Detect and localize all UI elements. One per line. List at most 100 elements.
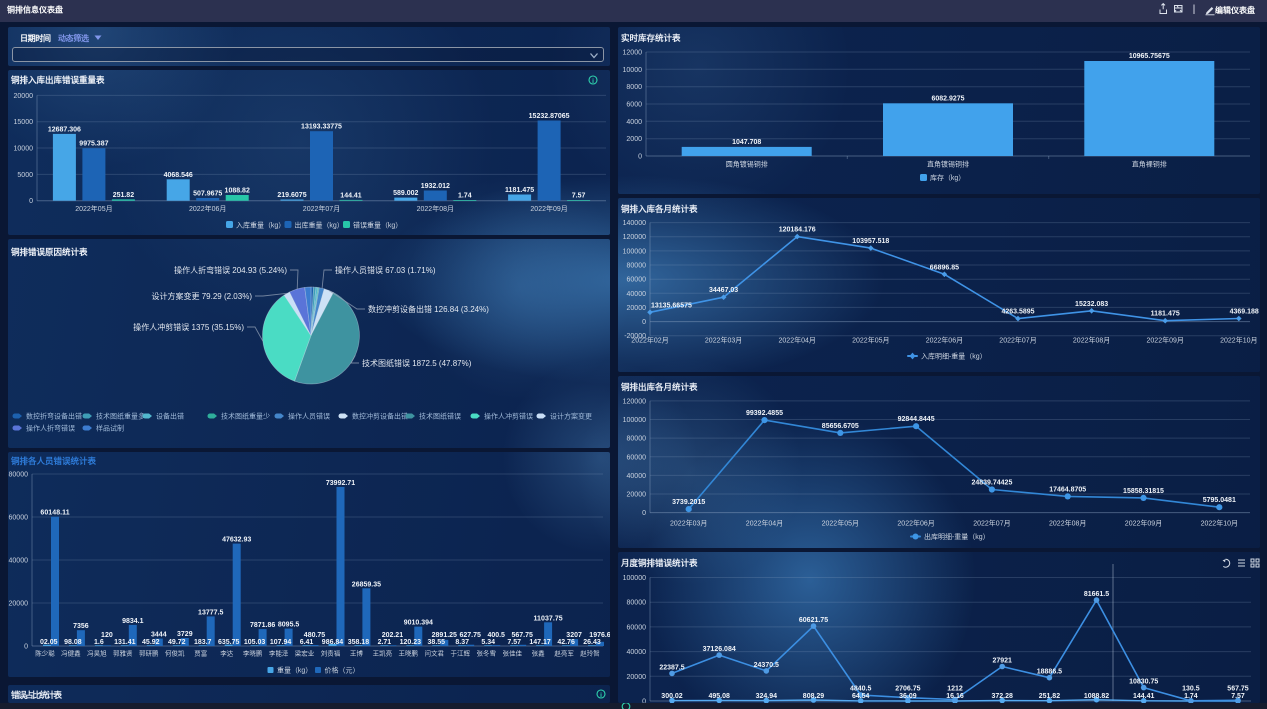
svg-text:铜排出库各月统计表: 铜排出库各月统计表 <box>621 382 698 392</box>
svg-text:陈少聪: 陈少聪 <box>35 648 55 657</box>
svg-text:400.5: 400.5 <box>487 632 505 639</box>
svg-text:36.09: 36.09 <box>899 693 917 700</box>
svg-text:324.94: 324.94 <box>756 693 777 700</box>
svg-text:2022年06月: 2022年06月 <box>897 519 934 528</box>
svg-text:8000: 8000 <box>626 84 642 91</box>
svg-text:147.17: 147.17 <box>529 639 550 646</box>
svg-text:107.94: 107.94 <box>270 639 291 646</box>
svg-text:设备出错: 设备出错 <box>156 412 184 421</box>
svg-text:铜排信息仪表盘: 铜排信息仪表盘 <box>7 5 63 15</box>
svg-text:567.75: 567.75 <box>1227 686 1248 693</box>
svg-text:7.57: 7.57 <box>572 193 586 200</box>
svg-text:20000: 20000 <box>627 305 647 312</box>
svg-text:王凯亮: 王凯亮 <box>373 648 393 657</box>
svg-text:重量（kg）: 重量（kg） <box>277 667 312 675</box>
svg-text:数控冲剪设备出错 126.84 (3.24%): 数控冲剪设备出错 126.84 (3.24%) <box>368 304 489 314</box>
svg-text:1.6: 1.6 <box>94 639 104 646</box>
svg-text:60621.75: 60621.75 <box>799 617 828 624</box>
svg-text:i: i <box>592 78 594 85</box>
svg-text:操作人员错误: 操作人员错误 <box>288 412 330 421</box>
svg-text:实时库存统计表: 实时库存统计表 <box>621 33 681 43</box>
svg-text:直角镀锡铜排: 直角镀锡铜排 <box>927 160 969 169</box>
svg-text:120000: 120000 <box>623 398 646 405</box>
svg-text:2022年07月: 2022年07月 <box>303 204 340 213</box>
svg-text:22387.5: 22387.5 <box>659 664 684 671</box>
svg-text:3207: 3207 <box>566 632 582 639</box>
svg-text:价格（元）: 价格（元） <box>325 666 360 675</box>
svg-text:7.57: 7.57 <box>507 639 521 646</box>
svg-text:15858.31815: 15858.31815 <box>1123 488 1164 495</box>
svg-text:技术图纸错误: 技术图纸错误 <box>419 412 461 421</box>
svg-text:20000: 20000 <box>627 674 647 681</box>
svg-text:13135.66575: 13135.66575 <box>651 302 692 309</box>
svg-text:i: i <box>600 692 602 699</box>
svg-text:20000: 20000 <box>9 601 29 608</box>
svg-text:10830.75: 10830.75 <box>1129 679 1158 686</box>
svg-text:贾富: 贾富 <box>194 648 207 657</box>
svg-text:0: 0 <box>24 644 28 651</box>
svg-text:库存（kg）: 库存（kg） <box>930 173 965 182</box>
svg-text:入库明细-重量（kg）: 入库明细-重量（kg） <box>921 352 987 361</box>
svg-text:铜排各人员错误统计表: 铜排各人员错误统计表 <box>11 456 96 466</box>
svg-text:直角裸铜排: 直角裸铜排 <box>1132 160 1167 169</box>
svg-text:1212: 1212 <box>947 686 963 693</box>
svg-text:85656.6705: 85656.6705 <box>822 423 859 430</box>
svg-text:0: 0 <box>642 319 646 326</box>
svg-text:赵亮军: 赵亮军 <box>554 648 574 657</box>
svg-text:40000: 40000 <box>627 649 647 656</box>
svg-text:张鑫: 张鑫 <box>532 648 546 657</box>
svg-text:24839.74425: 24839.74425 <box>971 480 1012 487</box>
svg-text:2022年03月: 2022年03月 <box>670 519 707 528</box>
svg-text:动态筛选: 动态筛选 <box>58 33 89 43</box>
svg-text:1181.475: 1181.475 <box>505 187 534 194</box>
svg-text:冯昊旭: 冯昊旭 <box>87 648 107 657</box>
svg-text:1.74: 1.74 <box>1184 693 1198 700</box>
svg-text:王晓鹏: 王晓鹏 <box>399 648 419 657</box>
svg-text:60000: 60000 <box>627 454 647 461</box>
svg-text:于江辉: 于江辉 <box>450 649 470 657</box>
svg-text:铜排错误原因统计表: 铜排错误原因统计表 <box>11 247 88 257</box>
svg-text:操作人冲剪错误 1375 (35.15%): 操作人冲剪错误 1375 (35.15%) <box>133 322 244 332</box>
svg-text:40000: 40000 <box>627 473 647 480</box>
svg-text:98.08: 98.08 <box>64 639 82 646</box>
svg-text:2022年07月: 2022年07月 <box>973 519 1010 528</box>
svg-text:20000: 20000 <box>627 492 647 499</box>
svg-text:操作人折弯错误: 操作人折弯错误 <box>26 424 75 433</box>
svg-text:2022年03月: 2022年03月 <box>705 336 742 345</box>
svg-text:140000: 140000 <box>623 220 646 227</box>
svg-text:闫文君: 闫文君 <box>425 648 445 657</box>
svg-text:38.55: 38.55 <box>428 639 446 646</box>
svg-text:15232.083: 15232.083 <box>1075 301 1108 308</box>
svg-text:设计方案变更: 设计方案变更 <box>550 412 592 421</box>
svg-text:60000: 60000 <box>9 515 29 522</box>
svg-text:李能泽: 李能泽 <box>269 648 289 657</box>
svg-text:李达: 李达 <box>220 648 234 657</box>
svg-text:103957.518: 103957.518 <box>852 238 889 245</box>
svg-text:16.16: 16.16 <box>946 693 964 700</box>
svg-text:42.76: 42.76 <box>557 639 575 646</box>
svg-text:6.41: 6.41 <box>300 639 314 646</box>
svg-text:4263.5895: 4263.5895 <box>1001 309 1034 316</box>
svg-text:何俊凯: 何俊凯 <box>165 648 185 657</box>
svg-text:251.82: 251.82 <box>113 192 134 199</box>
svg-text:100000: 100000 <box>623 417 646 424</box>
svg-text:5000: 5000 <box>17 172 33 179</box>
svg-text:47632.93: 47632.93 <box>222 537 251 544</box>
svg-text:80000: 80000 <box>627 436 647 443</box>
svg-text:2022年05月: 2022年05月 <box>822 519 859 528</box>
svg-text:2.71: 2.71 <box>378 639 392 646</box>
svg-text:2022年07月: 2022年07月 <box>999 336 1036 345</box>
svg-text:105.03: 105.03 <box>244 639 265 646</box>
svg-text:技术图纸重量多: 技术图纸重量多 <box>96 412 145 421</box>
svg-text:9010.394: 9010.394 <box>404 620 433 627</box>
svg-text:100000: 100000 <box>623 248 646 255</box>
svg-text:1932.012: 1932.012 <box>421 183 450 190</box>
svg-text:赵玲智: 赵玲智 <box>580 648 600 657</box>
svg-text:技术图纸重量少: 技术图纸重量少 <box>221 412 270 421</box>
svg-text:10000: 10000 <box>623 67 643 74</box>
svg-text:4840.5: 4840.5 <box>850 686 871 693</box>
svg-text:2022年08月: 2022年08月 <box>1049 519 1086 528</box>
svg-text:144.41: 144.41 <box>340 192 361 199</box>
svg-text:郭雅贤: 郭雅贤 <box>113 648 133 657</box>
svg-text:0: 0 <box>642 510 646 517</box>
